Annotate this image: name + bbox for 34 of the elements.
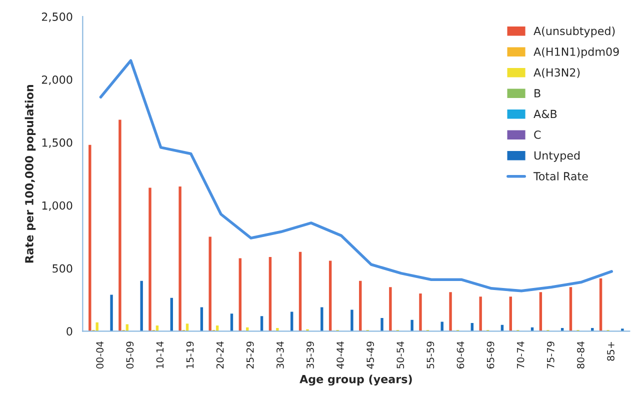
x-tick-label: 55-59 [426,342,434,368]
x-tick-label: 85+ [607,342,614,361]
x-tick-label: 10-14 [156,341,164,368]
y-tick-label: 2,000 [42,75,72,85]
legend-label: C [534,130,541,139]
x-tick-label: 65-69 [486,342,494,368]
x-tick-label: 70-74 [516,341,524,368]
y-axis-title: Rate per 100,000 population [24,84,36,263]
y-tick-label: 1,000 [42,201,72,211]
x-tick-label: 30-34 [276,341,284,368]
legend-label: Untyped [534,151,580,162]
x-tick-label: 50-54 [396,341,404,368]
legend-label: A(H1N1)pdm09 [534,47,619,58]
y-tick-label: 2,500 [42,12,72,22]
y-tick-label: 500 [52,264,72,273]
x-tick-label: 75-79 [546,342,554,368]
x-tick-label: 35-39 [306,342,314,368]
y-tick-label: 1,500 [42,138,72,148]
x-tick-label: 00-04 [96,341,104,369]
x-tick-label: 05-09 [126,342,134,369]
legend-label: A&B [534,110,557,118]
legend-label: B [534,89,540,98]
x-tick-label: 80-84 [577,341,584,369]
legend-label: Total Rate [533,172,588,180]
legend-label: A(H3N2) [534,68,580,78]
x-tick-label: 60-64 [456,341,464,368]
x-tick-label: 25-29 [246,342,254,368]
x-axis-title: Age group (years) [300,374,412,386]
x-tick-label: 45-49 [366,342,374,369]
legend-label: A(unsubtyped) [534,26,615,38]
y-tick-label: 0 [66,327,72,336]
x-tick-label: 40-44 [336,341,344,369]
x-tick-label: 20-24 [216,341,224,368]
x-tick-label: 15-19 [186,342,194,368]
